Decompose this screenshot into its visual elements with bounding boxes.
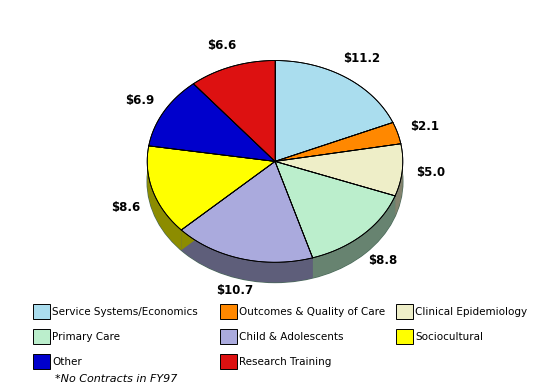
FancyBboxPatch shape	[396, 304, 412, 319]
Polygon shape	[275, 161, 395, 216]
FancyBboxPatch shape	[220, 329, 236, 344]
Text: $10.7: $10.7	[216, 284, 253, 297]
Polygon shape	[275, 144, 403, 196]
Text: Sociocultural: Sociocultural	[415, 332, 483, 342]
Polygon shape	[148, 84, 275, 161]
Text: $6.9: $6.9	[125, 94, 154, 107]
Ellipse shape	[147, 81, 403, 282]
Text: $5.0: $5.0	[416, 166, 445, 178]
FancyBboxPatch shape	[220, 304, 236, 319]
Text: Service Systems/Economics: Service Systems/Economics	[52, 307, 198, 317]
Polygon shape	[147, 146, 275, 230]
Text: Outcomes & Quality of Care: Outcomes & Quality of Care	[239, 307, 386, 317]
Text: *No Contracts in FY97: *No Contracts in FY97	[55, 374, 177, 384]
FancyBboxPatch shape	[33, 304, 50, 319]
Text: $11.2: $11.2	[343, 52, 380, 66]
Polygon shape	[275, 161, 312, 278]
Text: Other: Other	[52, 357, 82, 367]
Polygon shape	[182, 161, 312, 262]
Text: $8.6: $8.6	[111, 201, 141, 214]
Polygon shape	[182, 161, 275, 250]
Text: $2.1: $2.1	[410, 120, 439, 133]
Polygon shape	[182, 161, 275, 250]
Polygon shape	[312, 196, 395, 278]
Polygon shape	[395, 161, 403, 216]
Text: Child & Adolescents: Child & Adolescents	[239, 332, 344, 342]
Text: $6.6: $6.6	[207, 39, 236, 52]
Text: Research Training: Research Training	[239, 357, 332, 367]
Text: Primary Care: Primary Care	[52, 332, 120, 342]
Polygon shape	[194, 61, 275, 161]
FancyBboxPatch shape	[220, 355, 236, 369]
Polygon shape	[182, 230, 312, 282]
Polygon shape	[275, 161, 312, 278]
Polygon shape	[275, 123, 401, 161]
FancyBboxPatch shape	[33, 329, 50, 344]
Text: Clinical Epidemiology: Clinical Epidemiology	[415, 307, 527, 317]
Polygon shape	[275, 161, 395, 258]
FancyBboxPatch shape	[33, 355, 50, 369]
FancyBboxPatch shape	[396, 329, 412, 344]
Polygon shape	[275, 161, 395, 216]
Polygon shape	[275, 61, 393, 161]
Polygon shape	[147, 162, 182, 250]
Text: $8.8: $8.8	[368, 254, 397, 267]
